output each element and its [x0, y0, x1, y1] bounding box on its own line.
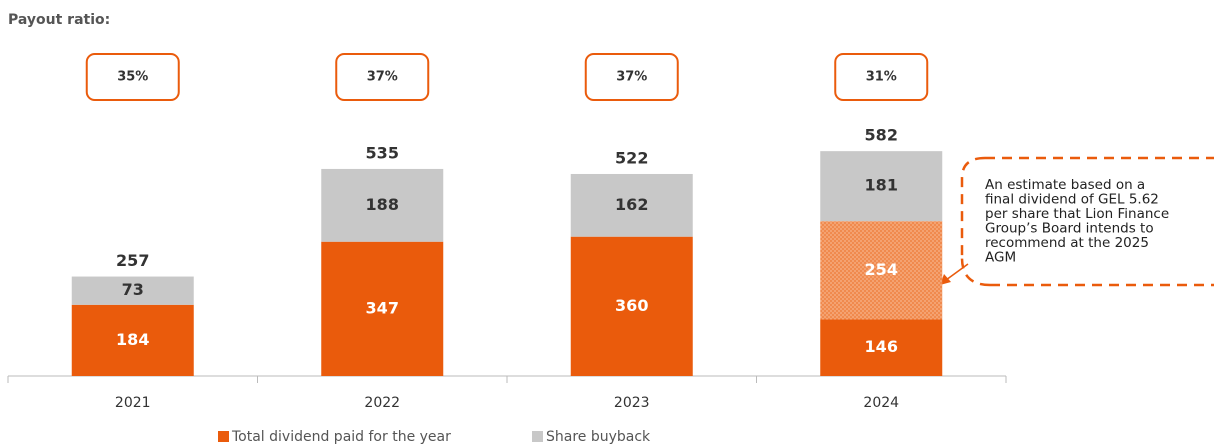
total-label: 535: [366, 143, 399, 162]
bar-segment: [321, 241, 444, 376]
bar-segment: [570, 173, 693, 237]
legend-swatch: [218, 431, 229, 442]
annotation-text: final dividend of GEL 5.62: [985, 192, 1159, 208]
value-label: 146: [865, 337, 898, 356]
annotation-box-corner: [960, 257, 991, 287]
total-label: 522: [615, 148, 648, 167]
value-label: 184: [116, 330, 149, 349]
ratio-box: [85, 53, 180, 101]
annotation-text: per share that Lion Finance: [985, 206, 1169, 222]
x-tick-label: 2022: [364, 395, 400, 411]
total-label: 582: [865, 125, 898, 144]
x-tick-label: 2024: [863, 395, 899, 411]
value-label: 360: [615, 296, 648, 315]
annotation-text: Group’s Board intends to: [985, 221, 1154, 237]
bar-segment: [71, 304, 194, 376]
bar-segment: [570, 236, 693, 376]
bar-segment: [820, 151, 943, 222]
ratio-box: [335, 53, 430, 101]
annotation-box: [960, 156, 1214, 287]
ratio-label: 31%: [866, 70, 897, 85]
annotation-arrowhead: [940, 274, 951, 285]
ratio-label: 37%: [616, 70, 647, 85]
value-label: 73: [122, 280, 144, 299]
value-label: 254: [865, 260, 898, 279]
bar-segment: [820, 319, 943, 376]
legend-label: Total dividend paid for the year: [231, 429, 451, 445]
ratio-box: [584, 53, 679, 101]
annotation-text: recommend at the 2025: [985, 235, 1149, 251]
ratio-label: 37%: [367, 70, 398, 85]
x-tick-label: 2021: [115, 395, 151, 411]
legend-label: Share buyback: [546, 429, 651, 445]
bar-segment: [71, 276, 194, 305]
annotation-arrow: [945, 263, 969, 281]
bar-segment: [321, 168, 444, 242]
bar-segment: [820, 221, 943, 320]
payout-title: Payout ratio:: [8, 12, 110, 28]
value-label: 347: [366, 298, 399, 317]
value-label: 181: [865, 176, 898, 195]
annotation-text: AGM: [985, 250, 1016, 266]
ratio-box: [834, 53, 929, 101]
annotation-text: An estimate based on a: [985, 177, 1145, 193]
value-label: 188: [366, 195, 399, 214]
ratio-label: 35%: [117, 70, 148, 85]
total-label: 257: [116, 251, 149, 270]
value-label: 162: [615, 195, 648, 214]
x-tick-label: 2023: [614, 395, 650, 411]
legend-swatch: [532, 431, 543, 442]
